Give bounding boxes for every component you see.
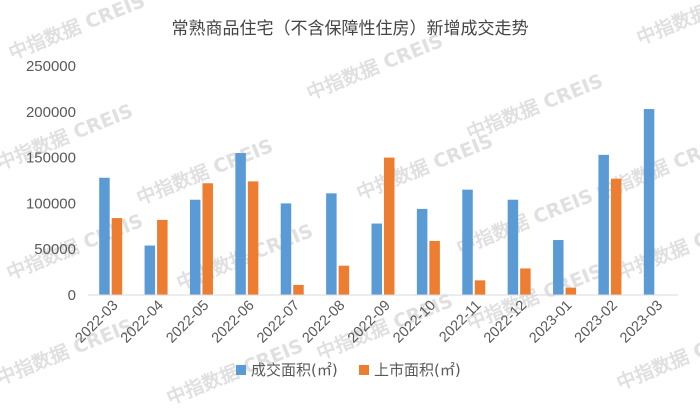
watermark-text: 中指数据 CREIS [453,184,596,260]
bar-listed-area [293,284,304,295]
bar-transaction-area [416,208,428,295]
bar-listed-area [610,178,622,295]
bar-listed-area [202,183,213,295]
bar-listed-area [111,218,123,295]
bar-transaction-area [598,154,609,295]
y-tick-label: 200000 [26,104,76,121]
legend-swatch-listed [359,365,369,375]
bar-listed-area [338,265,350,295]
x-tick-label: 2022-06 [209,298,258,347]
watermark-text: 中指数据 CREIS [613,209,700,285]
bar-transaction-area [144,245,156,295]
legend: 成交面积(㎡) 上市面积(㎡) [236,361,461,379]
bar-transaction-area [507,199,519,295]
bar-transaction-area [189,199,201,295]
bar-listed-area [384,157,395,295]
bar-transaction-area [643,109,655,295]
bar-transaction-area [371,223,382,295]
watermark-text: 中指数据 CREIS [353,129,496,205]
y-tick-label: 100000 [26,195,76,212]
legend-label-transaction: 成交面积(㎡) [251,361,338,379]
bar-listed-area [520,268,531,295]
bar-transaction-area [99,177,110,295]
legend-label-listed: 上市面积(㎡) [374,361,461,379]
watermark-text: 中指数据 CREIS [5,0,148,65]
y-tick-label: 150000 [26,150,76,167]
y-tick-label: 250000 [26,58,76,75]
watermark-text: 中指数据 CREIS [633,0,700,50]
bar-transaction-area [462,189,473,295]
x-tick-label: 2023-02 [572,298,621,347]
y-axis: 0 50000 100000 150000 200000 250000 [26,58,76,304]
bar-transaction-area [326,193,337,295]
x-tick-label: 2023-03 [617,298,666,347]
bar-listed-area [474,280,486,295]
x-tick-label: 2022-05 [163,298,212,347]
watermark-text: 中指数据 CREIS [0,314,136,390]
bar-listed-area [565,287,577,295]
watermark-text: 中指数据 CREIS [303,29,446,105]
y-tick-label: 0 [68,287,76,304]
y-tick-label: 50000 [34,241,76,258]
bar-transaction-area [280,203,292,295]
bar-transaction-area [235,153,246,295]
plot-area [99,109,655,295]
legend-swatch-transaction [236,365,246,375]
bar-listed-area [247,181,259,295]
bar-listed-area [157,219,168,295]
chart-title: 常熟商品住宅（不含保障性住房）新增成交走势 [172,18,529,39]
bar-listed-area [429,240,440,295]
bar-transaction-area [553,240,564,295]
